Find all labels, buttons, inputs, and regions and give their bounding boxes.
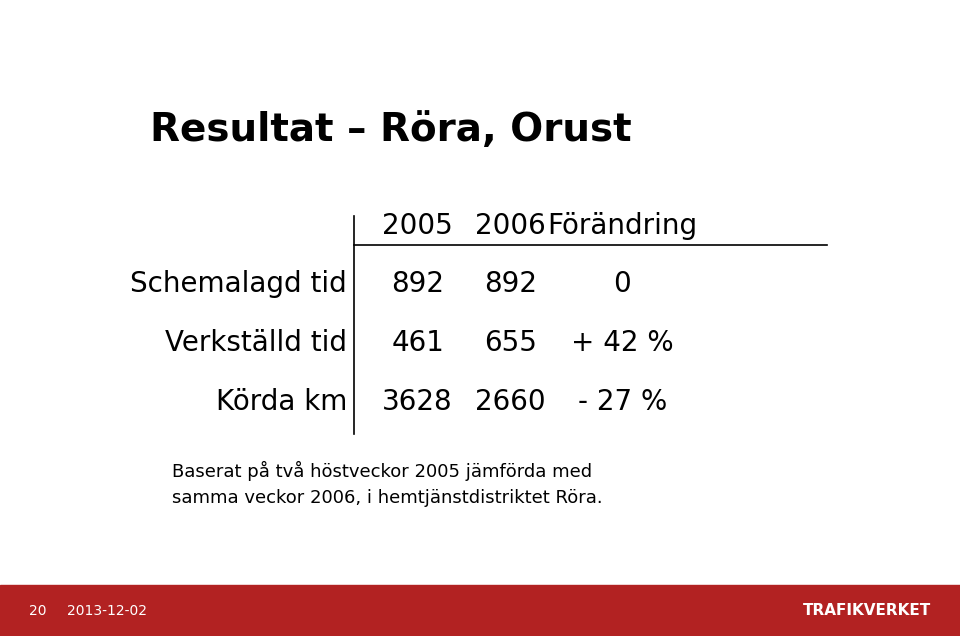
- Text: 655: 655: [484, 329, 537, 357]
- Text: 461: 461: [391, 329, 444, 357]
- Text: Schemalagd tid: Schemalagd tid: [131, 270, 347, 298]
- Text: 2006: 2006: [475, 212, 546, 240]
- Text: 0: 0: [613, 270, 631, 298]
- Text: Baserat på två höstveckor 2005 jämförda med
samma veckor 2006, i hemtjänstdistri: Baserat på två höstveckor 2005 jämförda …: [172, 460, 603, 508]
- Text: 3628: 3628: [382, 388, 453, 416]
- Text: Verkställd tid: Verkställd tid: [165, 329, 347, 357]
- Text: - 27 %: - 27 %: [578, 388, 667, 416]
- Text: 892: 892: [391, 270, 444, 298]
- Text: Resultat – Röra, Orust: Resultat – Röra, Orust: [150, 111, 632, 149]
- Text: 20: 20: [29, 604, 46, 618]
- Text: 2013-12-02: 2013-12-02: [67, 604, 147, 618]
- Text: Förändring: Förändring: [547, 212, 697, 240]
- Text: 2005: 2005: [382, 212, 453, 240]
- Text: + 42 %: + 42 %: [571, 329, 674, 357]
- Text: 2660: 2660: [475, 388, 546, 416]
- Circle shape: [823, 590, 862, 631]
- Text: 892: 892: [484, 270, 537, 298]
- Text: Körda km: Körda km: [216, 388, 347, 416]
- Text: TRAFIKVERKET: TRAFIKVERKET: [803, 603, 931, 618]
